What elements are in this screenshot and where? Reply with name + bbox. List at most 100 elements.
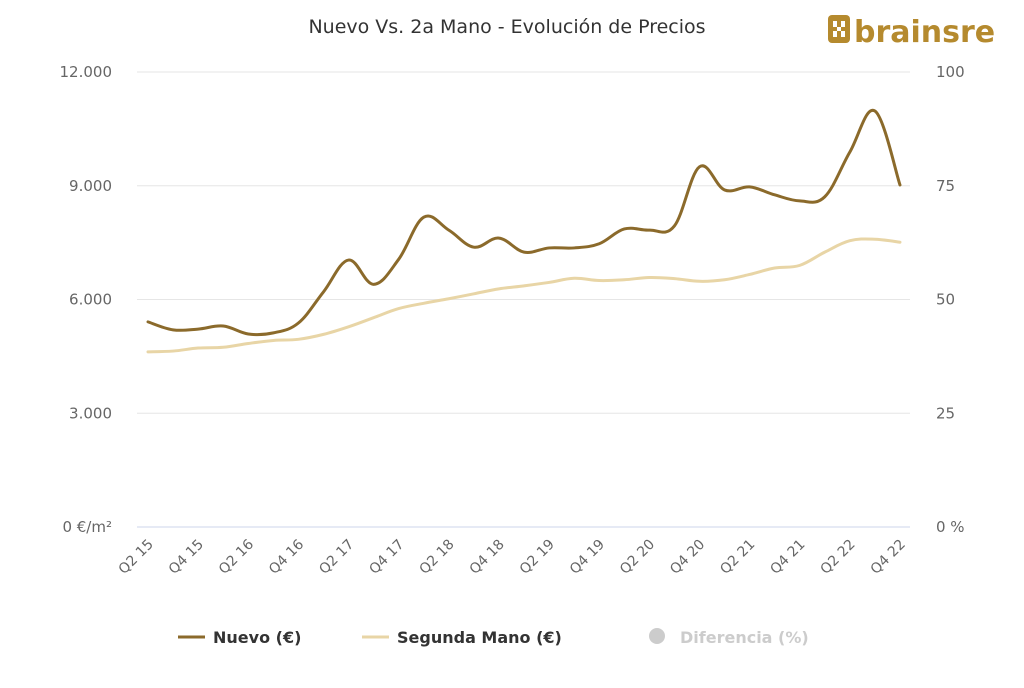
series-layer [144,107,904,356]
data-point-nuevo[interactable] [670,222,678,230]
y-tick-label: 12.000 [60,63,113,81]
y2-tick-label: 100 [936,63,965,81]
data-point-nuevo[interactable] [495,234,503,242]
data-point-nuevo[interactable] [821,193,829,201]
data-point-segunda-mano[interactable] [294,335,302,343]
data-point-nuevo[interactable] [595,240,603,248]
data-point-segunda-mano[interactable] [721,276,729,284]
legend-label-diferencia: Diferencia (%) [680,628,809,647]
data-point-nuevo[interactable] [746,183,754,191]
data-point-nuevo[interactable] [771,191,779,199]
data-point-segunda-mano[interactable] [896,238,904,246]
x-tick-label: Q2 19 [517,537,558,578]
x-tick-label: Q4 19 [567,537,608,578]
x-tick-label: Q2 16 [216,536,257,577]
data-point-nuevo[interactable] [395,255,403,263]
data-point-segunda-mano[interactable] [169,347,177,355]
y2-tick-label: 0 % [936,518,965,536]
x-tick-label: Q4 15 [166,537,207,578]
data-point-segunda-mano[interactable] [796,261,804,269]
data-point-segunda-mano[interactable] [570,274,578,282]
data-point-nuevo[interactable] [144,318,152,326]
data-point-nuevo[interactable] [269,329,277,337]
data-point-segunda-mano[interactable] [645,274,653,282]
data-point-nuevo[interactable] [695,163,703,171]
x-tick-label: Q2 17 [316,537,357,578]
data-point-nuevo[interactable] [620,225,628,233]
data-point-nuevo[interactable] [420,213,428,221]
data-point-nuevo[interactable] [244,330,252,338]
y-tick-label: 9.000 [69,177,112,195]
legend-label-nuevo: Nuevo (€) [213,628,301,647]
data-point-nuevo[interactable] [370,280,378,288]
y-axis-left: 0 €/m² 3.000 6.000 9.000 12.000 [60,63,113,536]
x-axis: Q2 15 Q4 15 Q2 16 Q4 16 Q2 17 Q4 17 Q2 18 Q4 18… [116,536,909,577]
data-point-segunda-mano[interactable] [670,275,678,283]
data-point-segunda-mano[interactable] [846,237,854,245]
data-point-nuevo[interactable] [846,148,854,156]
data-point-nuevo[interactable] [896,181,904,189]
legend-dot-diferencia-icon [649,628,665,644]
x-tick-label: Q2 21 [717,537,758,578]
legend: Nuevo (€) Segunda Mano (€) Diferencia (%… [178,628,809,647]
data-point-segunda-mano[interactable] [545,278,553,286]
legend-item-diferencia[interactable]: Diferencia (%) [649,628,809,647]
x-tick-label: Q4 20 [667,537,708,578]
legend-item-segunda-mano[interactable]: Segunda Mano (€) [362,628,562,647]
data-point-segunda-mano[interactable] [771,264,779,272]
data-point-segunda-mano[interactable] [470,290,478,298]
data-point-nuevo[interactable] [645,226,653,234]
x-tick-label: Q2 15 [116,537,157,578]
data-point-nuevo[interactable] [219,322,227,330]
brainsre-b-logo-icon [828,15,850,43]
x-tick-label: Q4 16 [266,536,307,577]
data-point-segunda-mano[interactable] [144,348,152,356]
x-tick-label: Q4 21 [767,537,808,578]
data-point-segunda-mano[interactable] [746,270,754,278]
data-point-nuevo[interactable] [169,326,177,334]
y-axis-right: 0 % 25 50 75 100 [936,63,965,536]
data-point-nuevo[interactable] [445,226,453,234]
data-point-segunda-mano[interactable] [194,344,202,352]
x-tick-label: Q4 22 [868,537,909,578]
y2-tick-label: 50 [936,291,955,309]
data-point-nuevo[interactable] [721,186,729,194]
y-tick-label: 3.000 [69,404,112,422]
data-point-segunda-mano[interactable] [445,295,453,303]
x-tick-label: Q4 18 [467,537,508,578]
legend-item-nuevo[interactable]: Nuevo (€) [178,628,301,647]
data-point-segunda-mano[interactable] [871,235,879,243]
brand-logo-text: brainsre [854,15,995,50]
x-tick-label: Q2 18 [416,537,457,578]
series-line-nuevo[interactable] [146,108,902,337]
x-tick-label: Q4 17 [366,537,407,578]
data-point-segunda-mano[interactable] [695,277,703,285]
data-point-nuevo[interactable] [545,244,553,252]
data-point-nuevo[interactable] [194,325,202,333]
series-line-segunda-mano[interactable] [146,237,902,354]
data-point-segunda-mano[interactable] [821,248,829,256]
data-point-nuevo[interactable] [345,256,353,264]
data-point-segunda-mano[interactable] [345,323,353,331]
data-point-nuevo[interactable] [470,243,478,251]
data-point-segunda-mano[interactable] [219,343,227,351]
data-point-nuevo[interactable] [570,244,578,252]
data-point-nuevo[interactable] [319,288,327,296]
legend-label-segunda-mano: Segunda Mano (€) [397,628,562,647]
y-tick-label: 6.000 [69,291,112,309]
data-point-segunda-mano[interactable] [420,299,428,307]
data-point-segunda-mano[interactable] [244,339,252,347]
data-point-segunda-mano[interactable] [495,285,503,293]
data-point-segunda-mano[interactable] [620,276,628,284]
data-point-nuevo[interactable] [294,319,302,327]
data-point-segunda-mano[interactable] [319,330,327,338]
data-point-segunda-mano[interactable] [520,282,528,290]
data-point-segunda-mano[interactable] [595,277,603,285]
data-point-segunda-mano[interactable] [370,314,378,322]
data-point-segunda-mano[interactable] [395,305,403,313]
data-point-segunda-mano[interactable] [269,336,277,344]
data-point-nuevo[interactable] [871,107,879,115]
data-point-nuevo[interactable] [796,197,804,205]
data-point-nuevo[interactable] [520,248,528,256]
